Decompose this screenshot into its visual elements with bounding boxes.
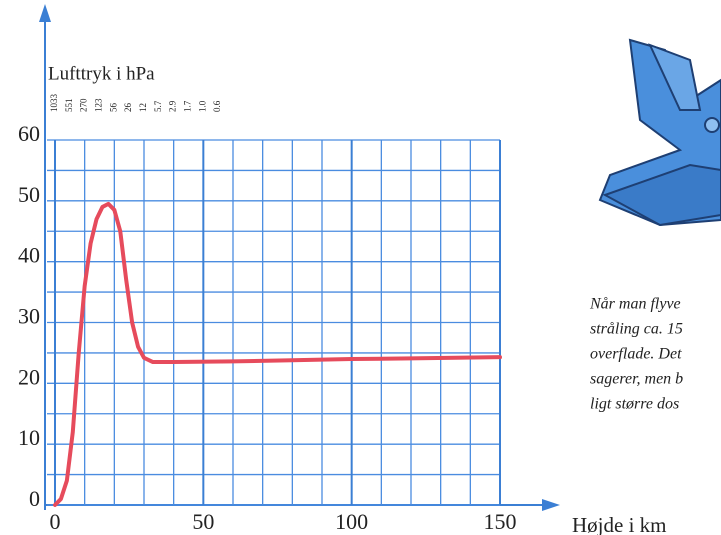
page: Lufttryk i hPa Højde i km 0 10 20 30 40 50 60 0… <box>0 0 721 535</box>
top-tick-label: 270 <box>79 98 89 112</box>
top-tick-label: 123 <box>94 98 104 112</box>
top-tick-label: 0.6 <box>212 100 222 112</box>
x-tick-label: 0 <box>50 509 61 534</box>
caption-line: sagerer, men b <box>590 371 683 388</box>
top-tick-label: 5.7 <box>153 100 163 112</box>
y-tick-label: 10 <box>18 425 40 450</box>
caption-line: overflade. Det <box>590 346 682 363</box>
y-tick-label: 40 <box>18 243 40 268</box>
x-axis-label: Højde i km <box>572 513 667 535</box>
top-tick-label: 1033 <box>49 94 59 113</box>
top-tick-label: 551 <box>64 99 74 113</box>
top-tick-label: 56 <box>108 103 118 113</box>
y-tick-label: 0 <box>29 486 40 511</box>
x-tick-label: 50 <box>192 509 214 534</box>
top-tick-label: 12 <box>138 103 148 112</box>
x-tick-label: 100 <box>335 509 368 534</box>
caption-line: stråling ca. 15 <box>590 321 683 338</box>
top-tick-label: 26 <box>123 103 133 113</box>
top-tick-label: 1.0 <box>197 100 207 112</box>
y-tick-label: 30 <box>18 304 40 329</box>
y-tick-label: 50 <box>18 182 40 207</box>
y-tick-label: 60 <box>18 121 40 146</box>
caption-line: ligt større dos <box>590 396 679 413</box>
top-tick-label: 2.9 <box>168 100 178 112</box>
y-tick-label: 20 <box>18 364 40 389</box>
x-tick-label: 150 <box>484 509 517 534</box>
caption-line: Når man flyve <box>589 296 681 313</box>
top-tick-label: 1.7 <box>183 100 193 112</box>
top-axis-label: Lufttryk i hPa <box>48 63 155 84</box>
